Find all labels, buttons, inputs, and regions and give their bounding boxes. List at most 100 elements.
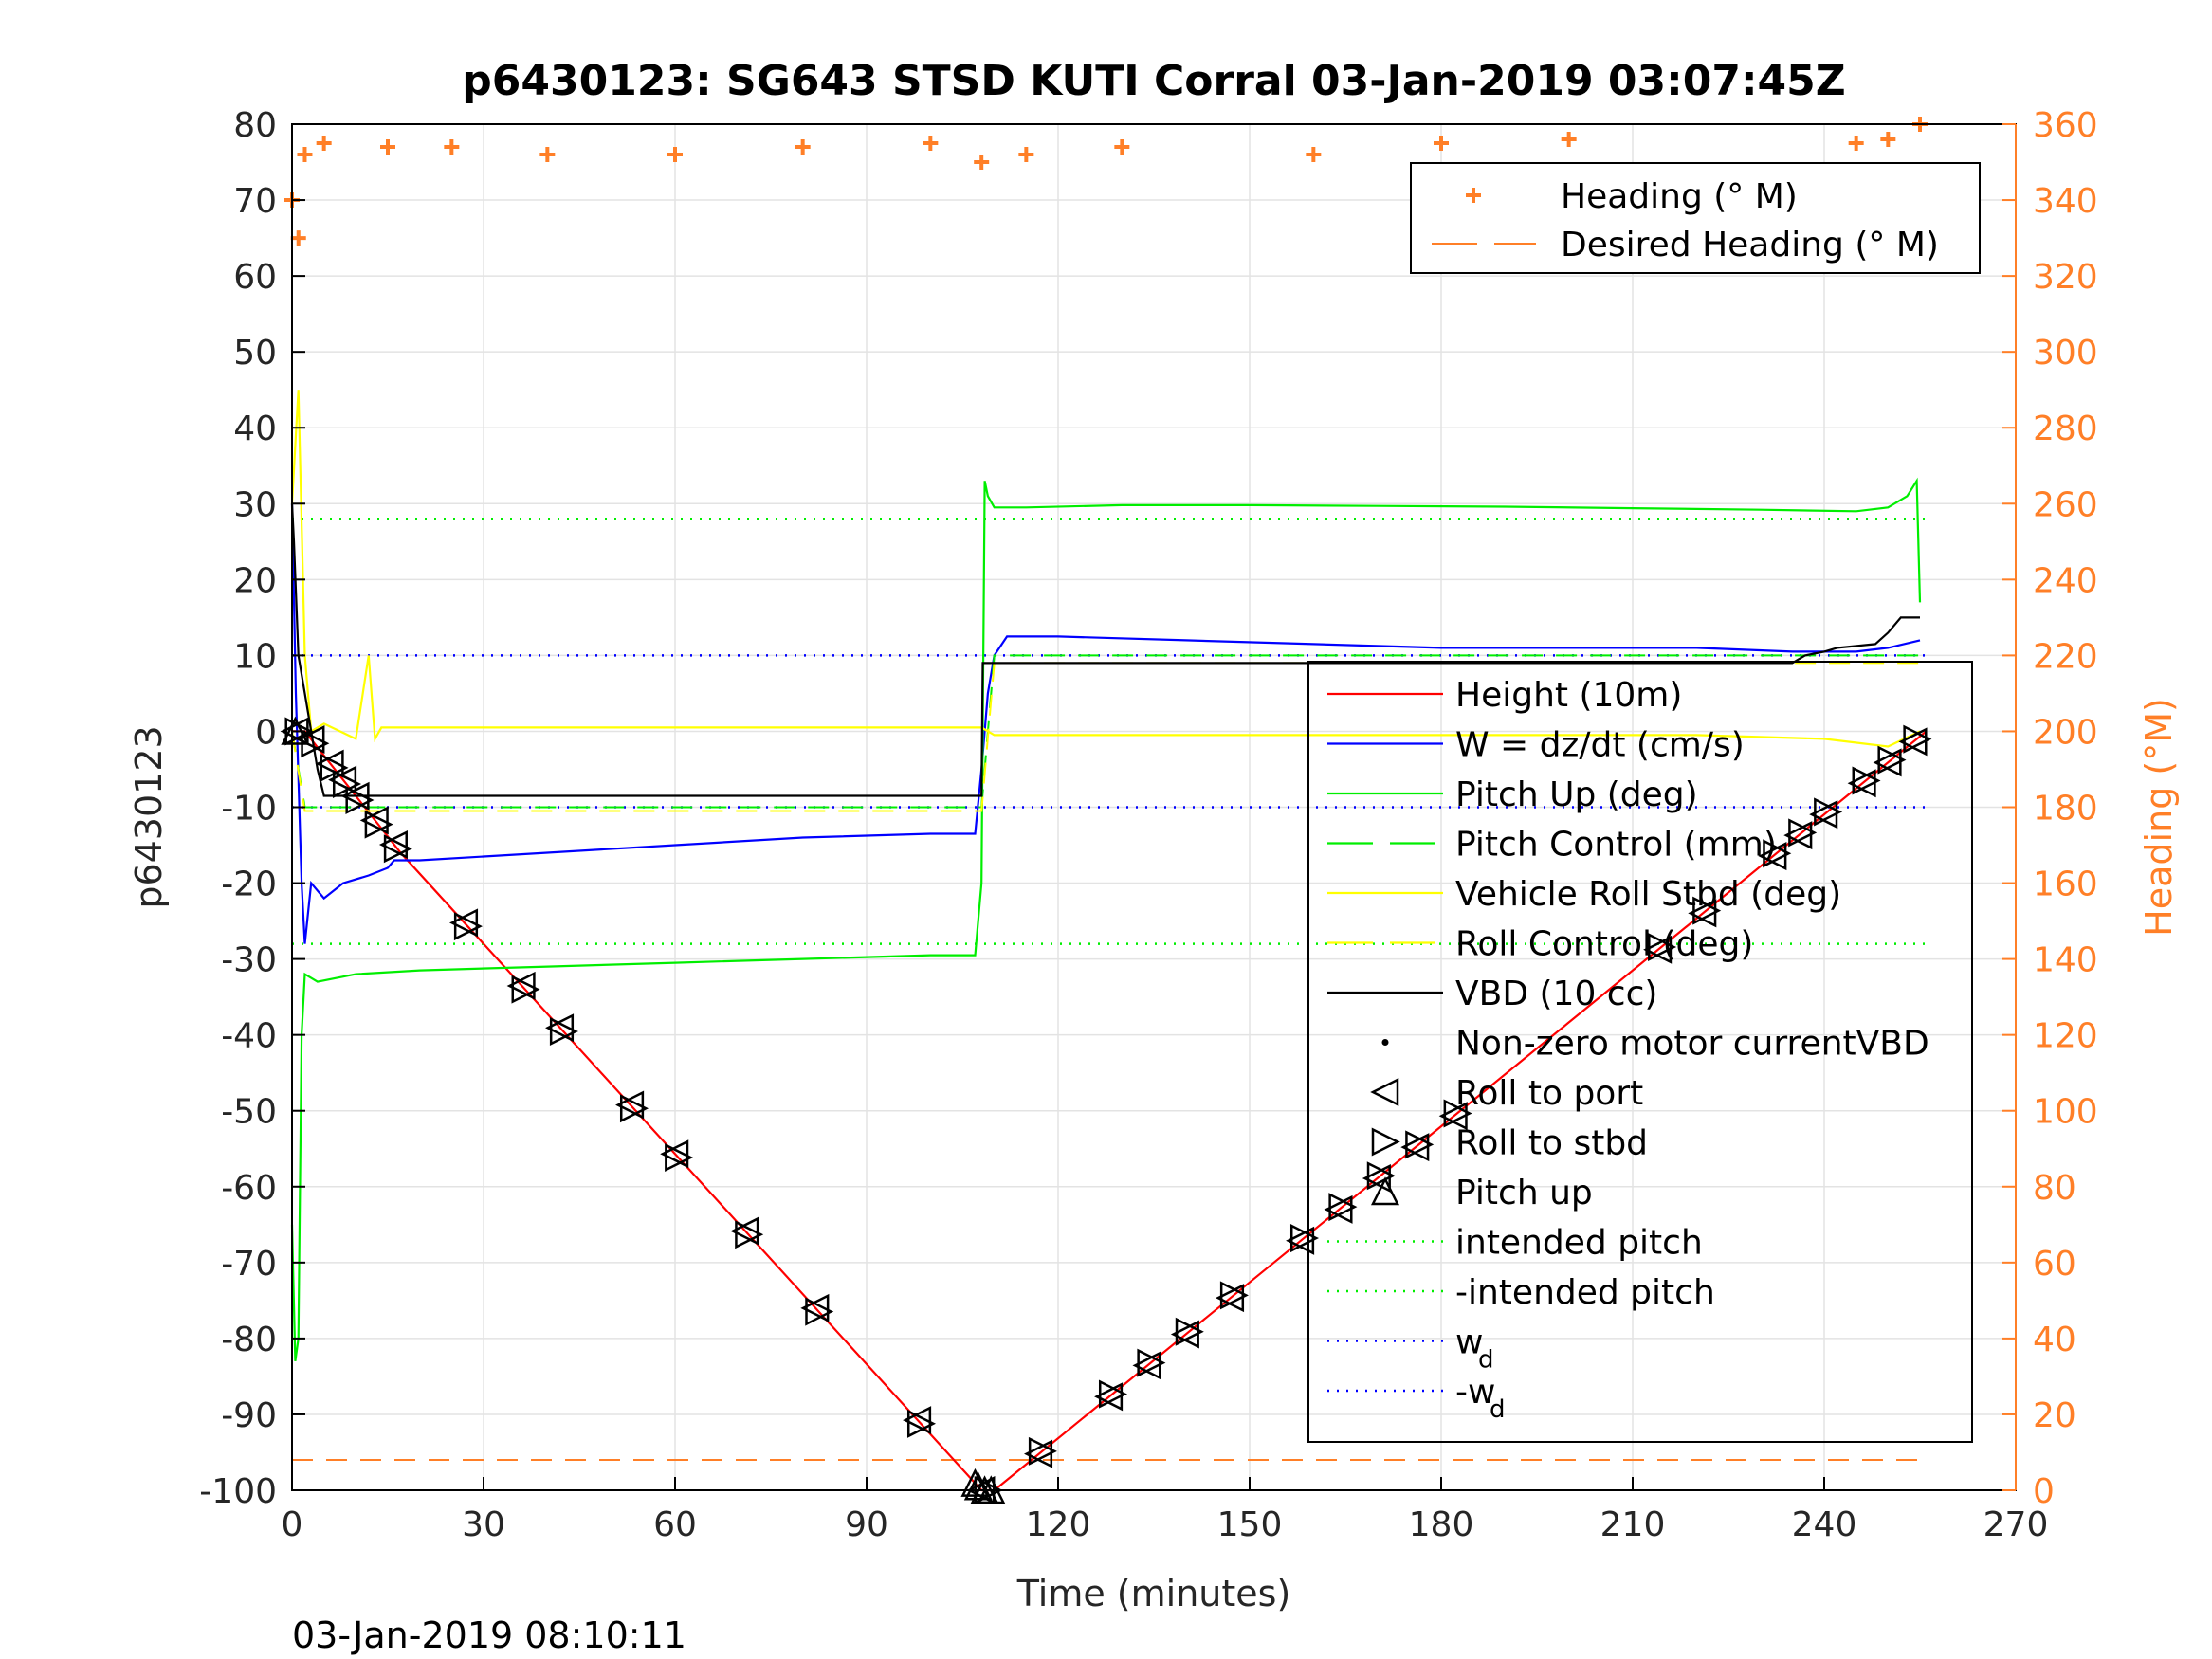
left-y-tick-label: 40 [233,410,277,448]
roll-to-stbd-marker [1028,1436,1057,1466]
heading-point [290,230,306,246]
right-y-tick-label: 80 [2033,1169,2076,1208]
roll-to-stbd-marker [805,1297,834,1326]
heading-point [316,136,332,152]
right-y-tick-label: 220 [2033,637,2098,676]
x-tick-label: 150 [1217,1505,1283,1544]
right-y-tick-label: 60 [2033,1245,2076,1284]
roll-line [290,390,1921,748]
legend-label: Non-zero motor currentVBD [1455,1025,1929,1064]
legend-label: Roll to port [1455,1074,1643,1113]
pitch-line [290,477,1922,1362]
right-y-tick-label: 140 [2033,941,2098,980]
heading-point [539,147,556,163]
right-y-tick-label: 340 [2033,182,2098,221]
roll-to-port-marker [449,908,479,938]
heading-point [1018,147,1034,163]
left-y-tick-label: -10 [221,790,277,829]
heading-point [974,155,990,171]
roll-to-port-marker [280,717,309,746]
heading-point [667,147,683,163]
right-y-tick-label: 360 [2033,106,2098,145]
right-y-tick-label: 160 [2033,866,2098,904]
vbd-line [290,503,1920,797]
legend-subscript: d [1478,1346,1494,1375]
roll-to-stbd-marker [1877,745,1907,775]
roll-to-stbd-marker [906,1409,937,1438]
roll-to-stbd-marker [1648,932,1677,962]
x-tick-label: 120 [1026,1505,1091,1544]
left-y-tick-label: -40 [221,1017,277,1056]
right-y-tick-label: 40 [2033,1321,2076,1359]
right-axis-label: Heading (°M) [2138,698,2180,937]
roll-to-port-marker [800,1293,830,1322]
roll-to-port-marker [378,830,408,860]
left-y-tick-label: 30 [233,485,277,524]
legend-label: Height (10m) [1455,676,1682,715]
x-tick-label: 210 [1600,1505,1666,1544]
roll-to-port-marker [340,781,370,811]
roll-to-stbd-marker [383,834,412,864]
left-y-tick-label: -100 [199,1472,277,1511]
right-y-tick-label: 300 [2033,334,2098,373]
legend-heading: Heading (° M) Desired Heading (° M) [1410,162,1981,274]
legend-swatch-pitch-up [1370,1176,1400,1206]
heading-point [1880,132,1896,148]
legend-label: w [1455,1323,1483,1362]
roll-to-port-marker [615,1090,645,1120]
roll-to-stbd-marker [1903,724,1932,754]
roll-to-stbd-marker [1137,1348,1166,1377]
roll-control-line [291,662,1927,812]
right-y-tick-label: 200 [2033,713,2098,752]
heading-point [923,136,939,152]
roll-to-stbd-marker [1175,1317,1204,1346]
roll-to-port-marker [506,971,536,1000]
footer-timestamp: 03-Jan-2019 08:10:11 [292,1614,686,1656]
heading-point [380,139,395,155]
legend-subscript: d [1490,1395,1506,1424]
right-y-tick-label: 280 [2033,410,2098,448]
axes: 0 30 60 90 120 150 180 210 240 270 80 70 60 50 40 30 20 1… [199,106,2097,1544]
roll-to-stbd-marker [511,975,540,1004]
roll-to-stbd-marker [619,1094,649,1123]
heading-point [795,139,811,155]
legend-label: -intended pitch [1455,1273,1715,1312]
x-tick-label: 0 [282,1505,303,1544]
roll-to-stbd-marker [549,1016,578,1046]
roll-to-stbd-marker [1328,1193,1358,1222]
heading-point [1561,132,1577,148]
x-tick-label: 180 [1409,1505,1474,1544]
roll-to-port-marker [315,749,344,778]
right-y-tick-label: 180 [2033,790,2098,829]
legend-main: Height (10m) W = dz/dt (cm/s) Pitch Up (de… [1307,661,1973,1443]
roll-to-port-marker [660,1139,689,1169]
left-y-tick-label: -70 [221,1245,277,1284]
left-y-tick-label: -50 [221,1093,277,1132]
left-y-tick-label: -90 [221,1396,277,1435]
right-y-tick-label: 100 [2033,1093,2098,1132]
legend-heading-box [1410,162,1981,274]
roll-to-stbd-marker [735,1220,764,1249]
heading-point [1434,136,1449,152]
left-y-tick-label: 80 [233,106,277,145]
legend-label: Pitch Up (deg) [1455,775,1698,814]
data-series [290,390,1928,1492]
right-y-tick-label: 120 [2033,1017,2098,1056]
roll-to-stbd-marker [1219,1281,1249,1310]
legend-swatch-dot [1381,1039,1389,1046]
legend-label: VBD (10 cc) [1455,975,1657,1013]
left-y-tick-label: 20 [233,561,277,600]
reference-lines [292,518,1927,945]
legend-label: Roll Control (deg) [1455,925,1753,964]
right-y-tick-label: 0 [2033,1472,2055,1511]
x-tick-label: 270 [1983,1505,2049,1544]
left-y-tick-label: -20 [221,866,277,904]
heading-series [284,117,1928,1461]
roll-to-stbd-marker [665,1142,694,1173]
data-markers [280,716,1932,1505]
w-line [290,503,1921,944]
left-y-tick-label: -80 [221,1321,277,1359]
pitch-up-marker [963,1471,993,1501]
roll-to-port-marker [296,724,325,755]
roll-to-stbd-marker [453,912,483,941]
